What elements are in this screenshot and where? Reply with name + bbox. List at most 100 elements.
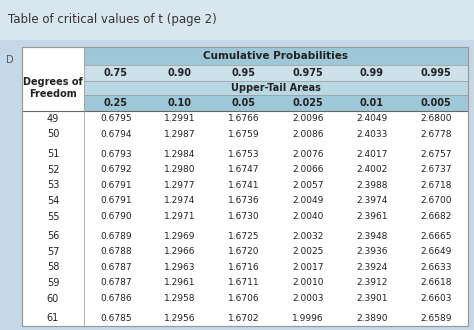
Text: 1.2977: 1.2977 — [164, 181, 196, 190]
Bar — [22, 47, 468, 326]
Text: 2.0049: 2.0049 — [292, 196, 324, 205]
Text: 1.2980: 1.2980 — [164, 165, 196, 174]
Text: 0.75: 0.75 — [104, 68, 128, 78]
Text: 2.0066: 2.0066 — [292, 165, 324, 174]
Text: 1.2956: 1.2956 — [164, 314, 196, 323]
Text: 0.99: 0.99 — [360, 68, 384, 78]
Bar — [84, 95, 468, 111]
Text: 2.4049: 2.4049 — [356, 114, 388, 123]
Bar — [0, 40, 20, 330]
Text: 1.2961: 1.2961 — [164, 279, 196, 287]
Text: 2.6757: 2.6757 — [420, 149, 452, 158]
Text: 49: 49 — [47, 114, 59, 124]
Text: 2.0017: 2.0017 — [292, 263, 324, 272]
Text: 1.6730: 1.6730 — [228, 212, 260, 221]
Text: 2.6589: 2.6589 — [420, 314, 452, 323]
Text: 2.4017: 2.4017 — [356, 149, 388, 158]
Text: Table of critical values of t (page 2): Table of critical values of t (page 2) — [8, 14, 217, 26]
Text: Degrees of
Freedom: Degrees of Freedom — [23, 77, 83, 99]
Text: 2.0086: 2.0086 — [292, 130, 324, 139]
Text: 2.3948: 2.3948 — [356, 232, 388, 241]
Text: 2.0032: 2.0032 — [292, 232, 324, 241]
Text: 2.0096: 2.0096 — [292, 114, 324, 123]
Text: 2.3890: 2.3890 — [356, 314, 388, 323]
Bar — [22, 47, 468, 326]
Text: 0.975: 0.975 — [292, 68, 323, 78]
Text: 54: 54 — [47, 196, 59, 206]
Text: 2.6649: 2.6649 — [420, 247, 452, 256]
Text: 58: 58 — [47, 262, 59, 272]
Text: 0.6787: 0.6787 — [100, 263, 132, 272]
Text: 0.6793: 0.6793 — [100, 149, 132, 158]
Text: 2.3901: 2.3901 — [356, 294, 388, 303]
Text: 2.6700: 2.6700 — [420, 196, 452, 205]
Text: 2.0003: 2.0003 — [292, 294, 324, 303]
Text: 52: 52 — [47, 165, 59, 175]
Text: 2.6800: 2.6800 — [420, 114, 452, 123]
Text: 0.01: 0.01 — [360, 98, 384, 108]
Bar — [84, 47, 468, 65]
Text: 2.3974: 2.3974 — [356, 196, 388, 205]
Text: 2.3924: 2.3924 — [356, 263, 388, 272]
Text: 1.6747: 1.6747 — [228, 165, 260, 174]
Text: 1.6720: 1.6720 — [228, 247, 260, 256]
Text: 57: 57 — [47, 247, 59, 257]
Text: 0.90: 0.90 — [168, 68, 192, 78]
Text: 0.6791: 0.6791 — [100, 181, 132, 190]
Text: 1.6741: 1.6741 — [228, 181, 260, 190]
Text: 2.6618: 2.6618 — [420, 279, 452, 287]
Text: 1.6766: 1.6766 — [228, 114, 260, 123]
Text: 0.6785: 0.6785 — [100, 314, 132, 323]
Text: 2.4002: 2.4002 — [356, 165, 388, 174]
Text: 1.6725: 1.6725 — [228, 232, 260, 241]
Text: 1.2963: 1.2963 — [164, 263, 196, 272]
Bar — [0, 0, 474, 40]
Text: 59: 59 — [47, 278, 59, 288]
Text: 50: 50 — [47, 129, 59, 139]
Text: 2.0025: 2.0025 — [292, 247, 324, 256]
Text: 53: 53 — [47, 180, 59, 190]
Text: 0.10: 0.10 — [168, 98, 192, 108]
Text: 1.6736: 1.6736 — [228, 196, 260, 205]
Text: Upper-Tail Areas: Upper-Tail Areas — [231, 83, 321, 93]
Text: Cumulative Probabilities: Cumulative Probabilities — [203, 51, 348, 61]
Text: 2.6603: 2.6603 — [420, 294, 452, 303]
Text: 2.0040: 2.0040 — [292, 212, 324, 221]
Text: 1.6702: 1.6702 — [228, 314, 260, 323]
Text: 0.6791: 0.6791 — [100, 196, 132, 205]
Text: 2.6633: 2.6633 — [420, 263, 452, 272]
Text: 1.2991: 1.2991 — [164, 114, 196, 123]
Text: 0.25: 0.25 — [104, 98, 128, 108]
Bar — [84, 81, 468, 95]
Text: 1.9996: 1.9996 — [292, 314, 324, 323]
Text: 0.05: 0.05 — [232, 98, 256, 108]
Text: 0.6789: 0.6789 — [100, 232, 132, 241]
Text: 56: 56 — [47, 231, 59, 241]
Text: 2.0076: 2.0076 — [292, 149, 324, 158]
Text: 2.0010: 2.0010 — [292, 279, 324, 287]
Text: D: D — [6, 55, 14, 65]
Text: 2.6682: 2.6682 — [420, 212, 452, 221]
Text: 1.2984: 1.2984 — [164, 149, 196, 158]
Text: 2.3988: 2.3988 — [356, 181, 388, 190]
Text: 2.3936: 2.3936 — [356, 247, 388, 256]
Text: 1.2971: 1.2971 — [164, 212, 196, 221]
Text: 0.005: 0.005 — [420, 98, 451, 108]
Text: 1.2987: 1.2987 — [164, 130, 196, 139]
Text: 1.2966: 1.2966 — [164, 247, 196, 256]
Text: 1.2958: 1.2958 — [164, 294, 196, 303]
Text: 2.6778: 2.6778 — [420, 130, 452, 139]
Text: 61: 61 — [47, 313, 59, 323]
Text: 0.95: 0.95 — [232, 68, 256, 78]
Text: 2.6665: 2.6665 — [420, 232, 452, 241]
Text: 2.3912: 2.3912 — [356, 279, 388, 287]
Text: 1.6753: 1.6753 — [228, 149, 260, 158]
Text: 1.6711: 1.6711 — [228, 279, 260, 287]
Text: 51: 51 — [47, 149, 59, 159]
Text: 1.6716: 1.6716 — [228, 263, 260, 272]
Text: 0.6792: 0.6792 — [100, 165, 132, 174]
Text: 1.2974: 1.2974 — [164, 196, 196, 205]
Text: 0.6787: 0.6787 — [100, 279, 132, 287]
Text: 0.995: 0.995 — [420, 68, 451, 78]
Text: 2.6718: 2.6718 — [420, 181, 452, 190]
